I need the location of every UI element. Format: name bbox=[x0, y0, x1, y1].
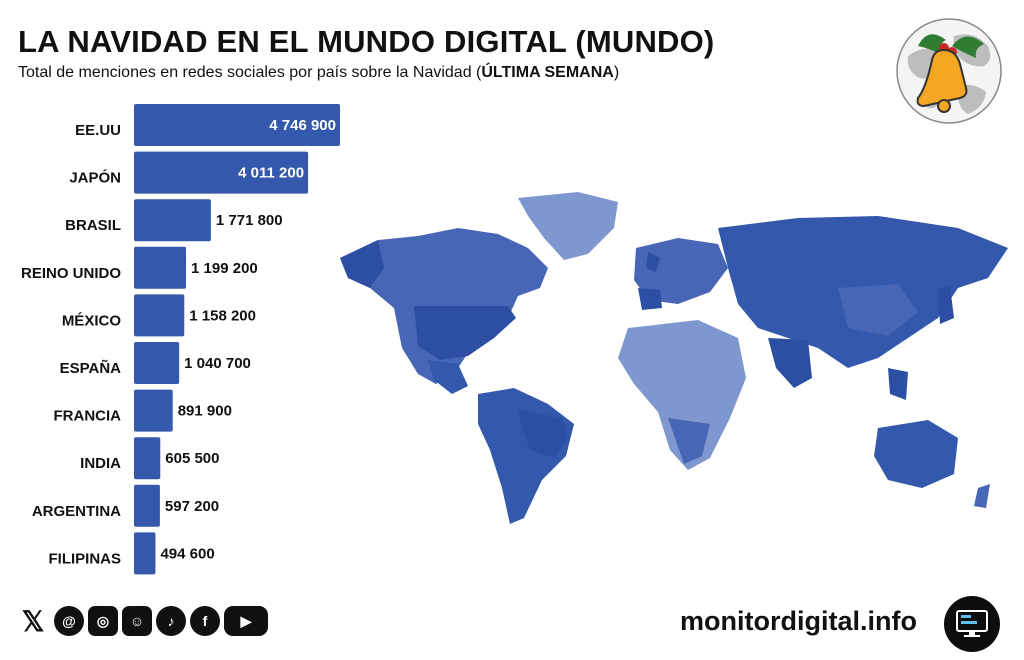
category-label: FILIPINAS bbox=[48, 550, 121, 567]
category-label: MÉXICO bbox=[62, 312, 122, 329]
bar-row: FRANCIA 891 900 bbox=[54, 389, 232, 432]
bluesky-icon[interactable]: ☺ bbox=[122, 606, 152, 636]
threads-icon[interactable]: @ bbox=[54, 606, 84, 636]
bar bbox=[134, 342, 180, 384]
bar bbox=[134, 484, 160, 527]
value-label: 1 199 200 bbox=[191, 260, 258, 277]
category-label: EE.UU bbox=[75, 122, 121, 139]
value-label: 1 040 700 bbox=[184, 355, 251, 372]
bar-row: BRASIL 1 771 800 bbox=[65, 199, 283, 242]
instagram-icon[interactable]: ◎ bbox=[88, 606, 118, 636]
bar-row: FILIPINAS 494 600 bbox=[48, 532, 215, 575]
europe-shape bbox=[634, 238, 728, 310]
facebook-icon[interactable]: f bbox=[190, 606, 220, 636]
africa-shape bbox=[618, 320, 746, 470]
category-label: ARGENTINA bbox=[32, 503, 121, 520]
bar bbox=[134, 532, 156, 575]
value-label: 494 600 bbox=[160, 545, 214, 562]
subtitle-suffix: ) bbox=[613, 64, 620, 81]
bar-row: ESPAÑA 1 040 700 bbox=[60, 342, 251, 384]
bar bbox=[134, 104, 340, 146]
bar bbox=[134, 437, 161, 480]
page-title: LA NAVIDAD EN EL MUNDO DIGITAL (MUNDO) bbox=[18, 24, 715, 59]
value-label: 605 500 bbox=[165, 450, 219, 467]
bar-row: REINO UNIDO 1 199 200 bbox=[21, 246, 258, 289]
bar bbox=[134, 199, 211, 242]
category-label: BRASIL bbox=[65, 217, 121, 234]
world-choropleth-map bbox=[340, 192, 1008, 524]
social-icons: 𝕏 @ ◎ ☺ ♪ f ▶ bbox=[16, 605, 268, 637]
bar-row: INDIA 605 500 bbox=[80, 437, 220, 480]
value-label: 891 900 bbox=[178, 403, 232, 420]
category-label: REINO UNIDO bbox=[21, 265, 121, 282]
south-america-shape bbox=[478, 388, 574, 524]
north-america-shape bbox=[340, 192, 618, 394]
bar bbox=[134, 294, 185, 337]
subtitle-bold: ÚLTIMA SEMANA bbox=[481, 64, 614, 81]
bar bbox=[134, 389, 173, 432]
asia-shape bbox=[718, 216, 1008, 400]
category-label: FRANCIA bbox=[54, 408, 122, 425]
monitor-icon bbox=[944, 596, 1000, 652]
value-label: 4 746 900 bbox=[269, 117, 336, 134]
category-label: JAPÓN bbox=[69, 169, 121, 187]
site-name[interactable]: monitordigital.info bbox=[680, 606, 917, 636]
tiktok-icon[interactable]: ♪ bbox=[156, 606, 186, 636]
category-label: ESPAÑA bbox=[60, 359, 122, 377]
bar-row: ARGENTINA 597 200 bbox=[32, 484, 219, 527]
bar bbox=[134, 151, 309, 194]
value-label: 1 158 200 bbox=[189, 307, 256, 324]
category-label: INDIA bbox=[80, 455, 121, 472]
bar-row: EE.UU 4 746 900 bbox=[75, 104, 340, 146]
bar-row: MÉXICO 1 158 200 bbox=[62, 294, 256, 337]
subtitle-prefix: Total de menciones en redes sociales por… bbox=[18, 64, 482, 81]
youtube-icon[interactable]: ▶ bbox=[224, 606, 268, 636]
bar bbox=[134, 246, 187, 289]
bar-row: JAPÓN 4 011 200 bbox=[69, 151, 309, 194]
x-icon[interactable]: 𝕏 bbox=[21, 605, 45, 637]
value-label: 597 200 bbox=[165, 498, 219, 515]
oceania-shape bbox=[874, 420, 990, 508]
page-subtitle: Total de menciones en redes sociales por… bbox=[18, 64, 619, 82]
christmas-bell-globe-icon bbox=[896, 18, 1002, 124]
value-label: 4 011 200 bbox=[238, 165, 304, 182]
value-label: 1 771 800 bbox=[216, 212, 283, 229]
bar-chart: EE.UU 4 746 900 JAPÓN 4 011 200 BRASIL 1 771 … bbox=[21, 104, 340, 575]
